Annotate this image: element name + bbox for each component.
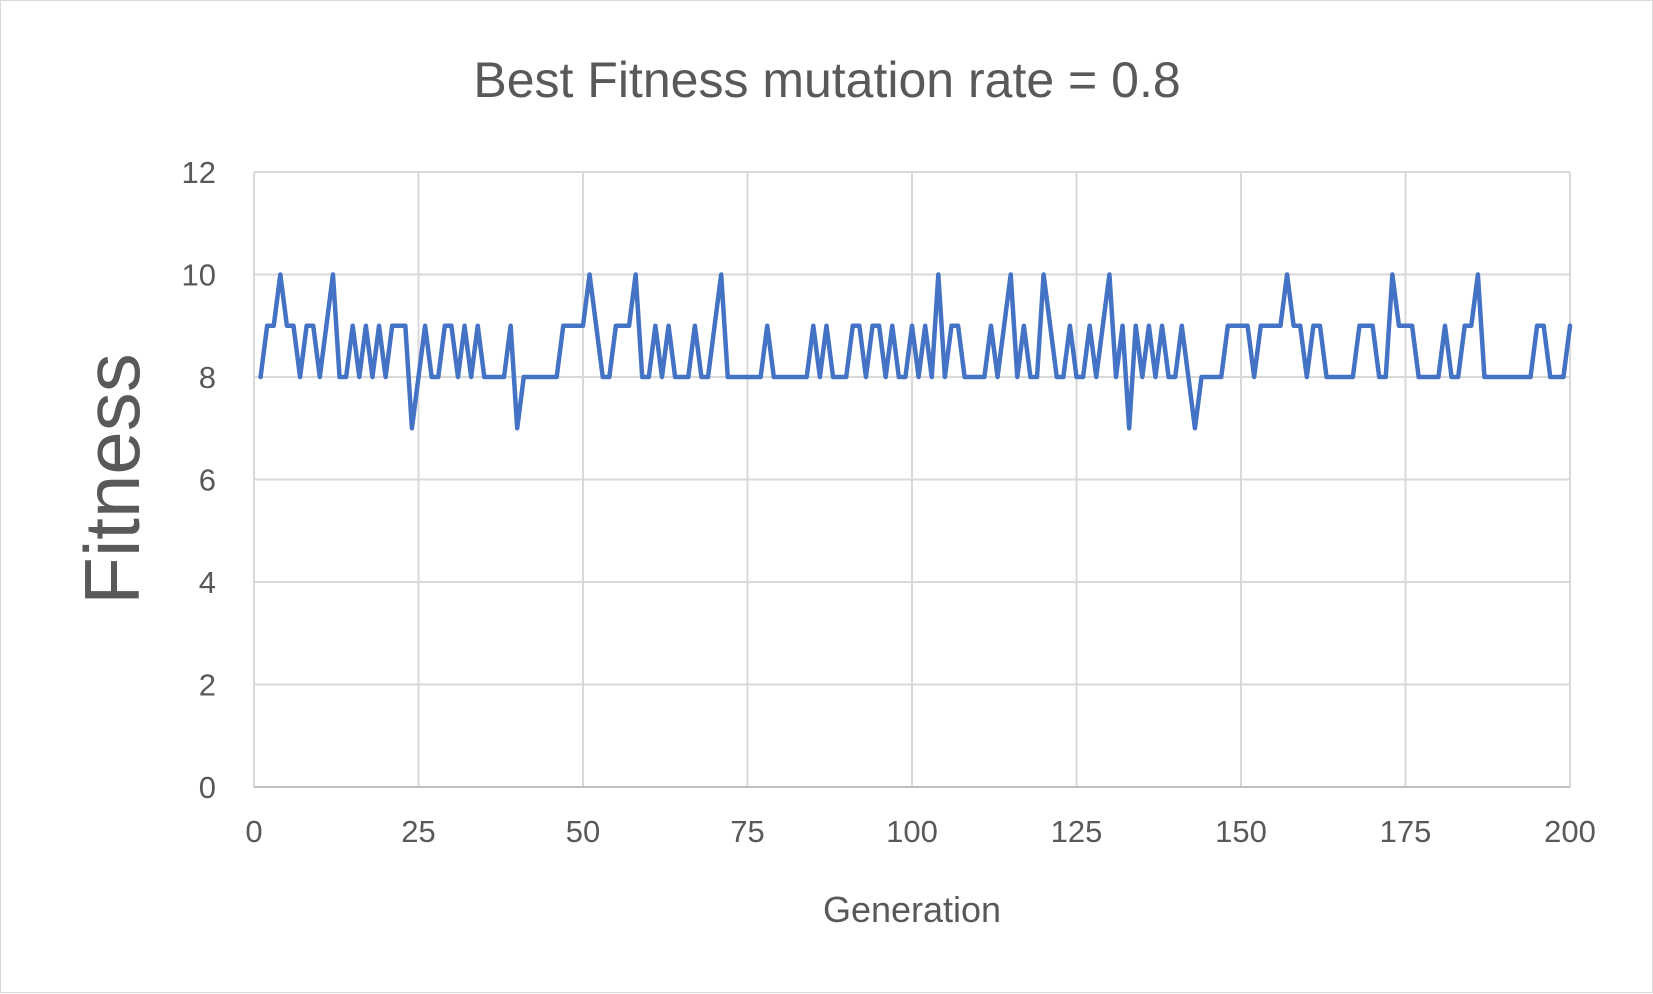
x-tick-label: 150 <box>1215 814 1267 849</box>
x-tick-label: 0 <box>245 814 262 849</box>
y-tick-label: 6 <box>199 463 216 498</box>
x-tick-label: 125 <box>1051 814 1103 849</box>
y-tick-label: 10 <box>182 258 216 293</box>
y-tick-label: 8 <box>199 360 216 395</box>
series-line-0 <box>258 272 1573 431</box>
gridlines <box>253 171 1571 787</box>
x-tick-label: 200 <box>1544 814 1596 849</box>
tick-labels: 0 2 4 6 8 10 12 0 25 50 75 100 125 150 175 200 <box>182 155 1596 849</box>
y-axis-label: Fitness <box>68 353 156 604</box>
y-tick-label: 0 <box>199 770 216 805</box>
y-tick-label: 2 <box>199 668 216 703</box>
x-tick-label: 100 <box>886 814 938 849</box>
y-tick-label: 4 <box>199 565 216 600</box>
x-tick-label: 175 <box>1380 814 1432 849</box>
chart-title: Best Fitness mutation rate = 0.8 <box>473 52 1180 108</box>
x-tick-label: 50 <box>566 814 600 849</box>
x-axis-label: Generation <box>823 889 1001 930</box>
x-tick-label: 25 <box>401 814 435 849</box>
y-tick-label: 12 <box>182 155 216 190</box>
x-tick-label: 75 <box>730 814 764 849</box>
series-layer <box>258 272 1573 431</box>
